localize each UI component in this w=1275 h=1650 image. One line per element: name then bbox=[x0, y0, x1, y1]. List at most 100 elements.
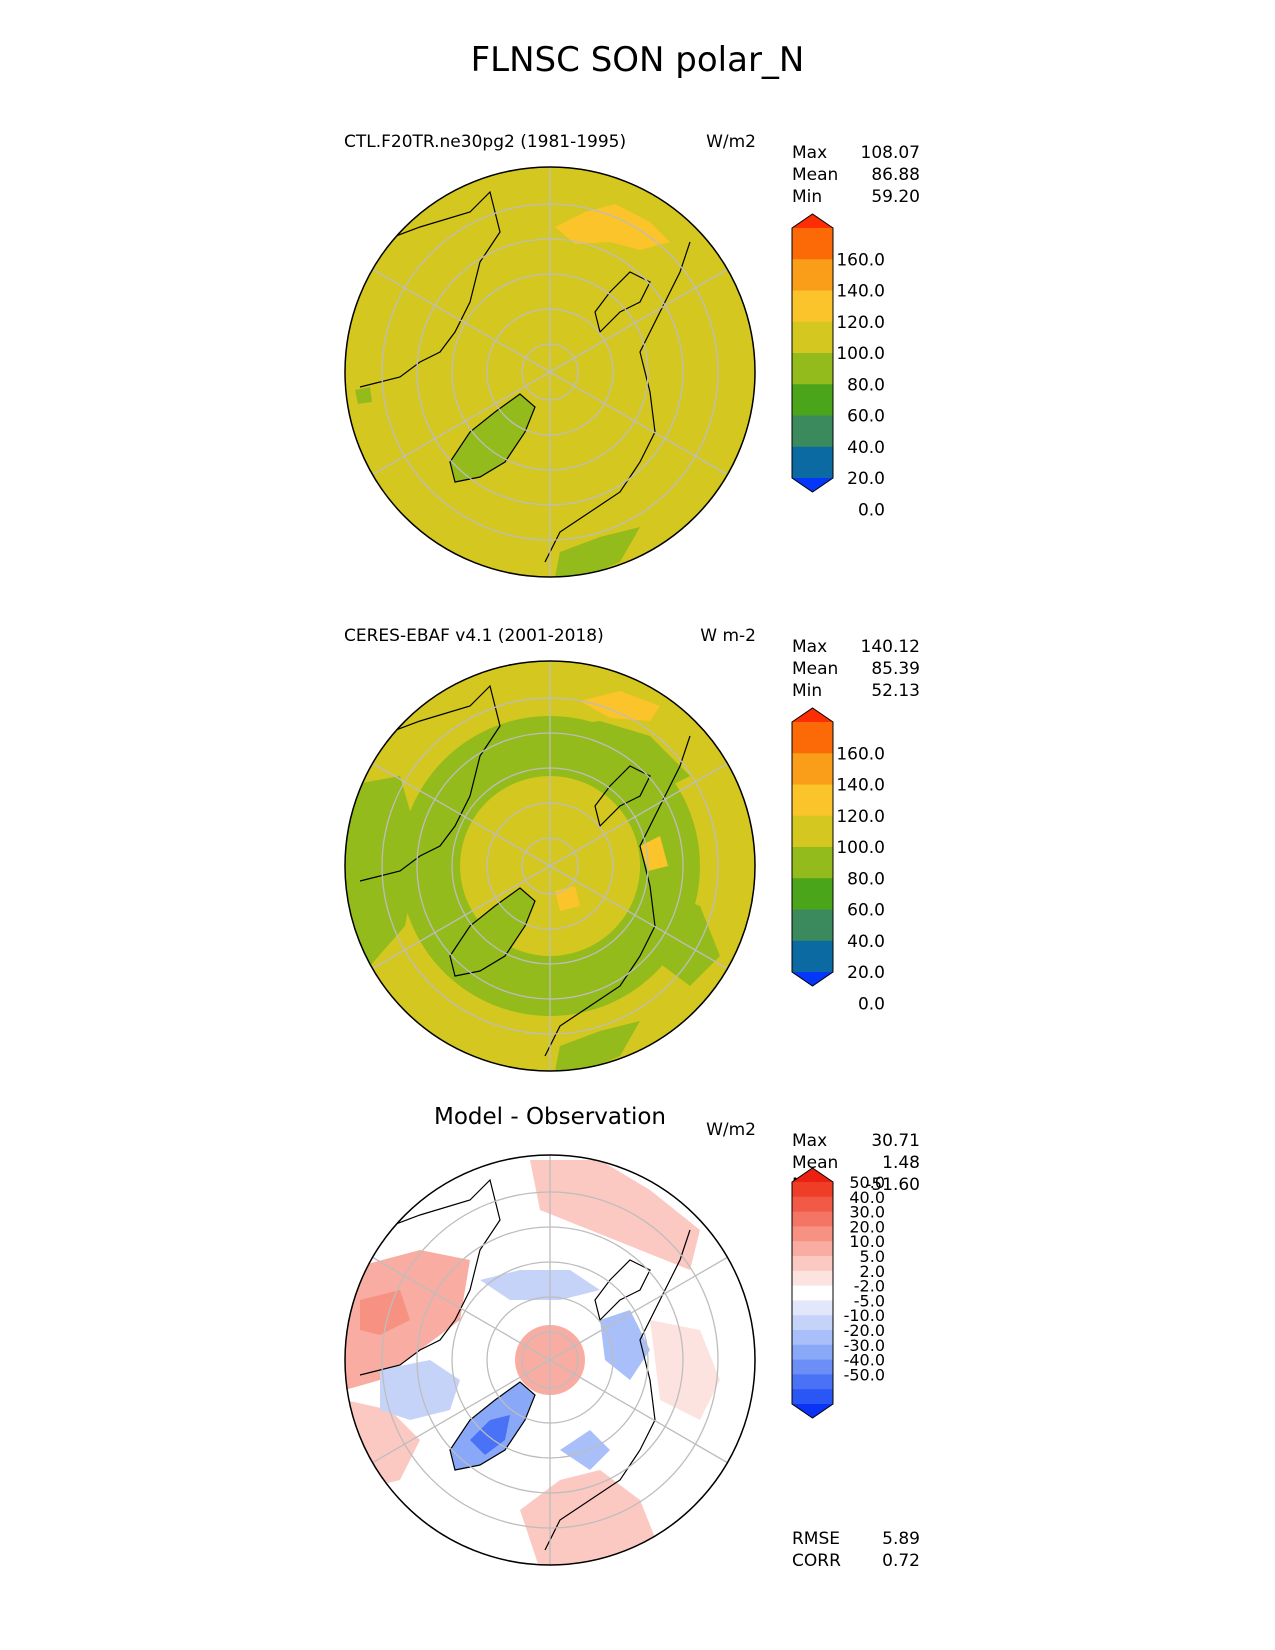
coastline-greenland bbox=[449, 393, 536, 483]
colorbar-tick-label: 10.0 bbox=[849, 1232, 885, 1251]
panel-units: W/m2 bbox=[706, 132, 756, 152]
scandinavia-patch bbox=[555, 1021, 640, 1071]
colorbar-tick-label: 140.0 bbox=[836, 282, 885, 302]
stats-box: Max 108.07 Mean 86.88 Min 59.20 bbox=[792, 142, 920, 208]
metrics-box: RMSE 5.89 CORR 0.72 bbox=[792, 1528, 920, 1572]
green-east-band bbox=[650, 886, 720, 986]
stat-min: 52.13 bbox=[871, 681, 920, 701]
metric-label-corr: CORR bbox=[792, 1551, 841, 1571]
stat-mean: 1.48 bbox=[882, 1153, 920, 1173]
colorbar-tick-label: -50.0 bbox=[844, 1365, 885, 1384]
stat-label-max: Max bbox=[792, 637, 828, 657]
meridian-120 bbox=[549, 1359, 729, 1464]
panel-svg: 160.0 140.0 120.0 100.0 80.0 60.0 40.0 20.0 0.0 bbox=[344, 166, 885, 578]
stat-label-min: Min bbox=[792, 681, 823, 701]
positive-strong-west bbox=[360, 1290, 410, 1335]
colorbar-tick-label: 5.0 bbox=[860, 1247, 885, 1266]
stat-max: 108.07 bbox=[860, 143, 920, 163]
colorbar-tick-label: 140.0 bbox=[836, 776, 885, 796]
negative-south bbox=[560, 1430, 610, 1470]
colorbar-tick-label: 20.0 bbox=[849, 1217, 885, 1236]
colorbar-segment bbox=[792, 847, 833, 879]
stat-min: 59.20 bbox=[871, 187, 920, 207]
colorbar-extend-min bbox=[792, 972, 833, 986]
colorbar-tick-label: 60.0 bbox=[847, 901, 885, 921]
stat-label-mean: Mean bbox=[792, 1153, 839, 1173]
colorbar-segment bbox=[792, 1374, 833, 1390]
colorbar-extend-min bbox=[792, 478, 833, 492]
greenland-region bbox=[450, 394, 535, 482]
colorbar-extend-max bbox=[792, 708, 833, 722]
figure-title: FLNSC SON polar_N bbox=[470, 40, 805, 80]
colorbar-tick-label: 160.0 bbox=[836, 744, 885, 764]
panel-difference: Model - Observation W/m2 Max 30.71 Mean 1.… bbox=[0, 1104, 1275, 1590]
colorbar-tick-label: 80.0 bbox=[847, 869, 885, 889]
meridian-300 bbox=[371, 1256, 551, 1361]
metric-corr: 0.72 bbox=[882, 1551, 920, 1571]
colorbar-extend-min bbox=[792, 1404, 833, 1418]
panel-units: W m-2 bbox=[700, 626, 756, 646]
panel-observation: CERES-EBAF v4.1 (2001-2018) W m-2 Max 140… bbox=[0, 626, 1275, 1096]
greenland-region bbox=[450, 888, 535, 976]
colorbar-tick-label: 120.0 bbox=[836, 313, 885, 333]
colorbar-segment bbox=[792, 815, 833, 848]
colorbar-segment bbox=[792, 259, 833, 291]
coastline-eurasia bbox=[544, 241, 691, 563]
colorbar-segment bbox=[792, 1389, 833, 1405]
colorbar-segment bbox=[792, 321, 833, 354]
negative-greenland-core bbox=[470, 1415, 510, 1455]
colorbar-tick-label: 60.0 bbox=[847, 407, 885, 427]
colorbar-segment bbox=[792, 1300, 833, 1316]
colorbar-segment bbox=[792, 1270, 833, 1287]
colorbar-tick-label: -30.0 bbox=[844, 1336, 885, 1355]
colorbar-segment bbox=[792, 1241, 833, 1257]
colorbar-tick-label: 0.0 bbox=[858, 994, 885, 1014]
stat-label-min: Min bbox=[792, 187, 823, 207]
colorbar-segment bbox=[792, 1256, 833, 1272]
positive-east bbox=[650, 1320, 720, 1420]
meridian-60 bbox=[549, 1256, 729, 1361]
stat-label-max: Max bbox=[792, 1131, 828, 1151]
stats-box: Max 140.12 Mean 85.39 Min 52.13 bbox=[792, 636, 920, 702]
meridian-300 bbox=[371, 762, 551, 867]
coastline-eurasia bbox=[544, 735, 691, 1057]
positive-north bbox=[530, 1160, 700, 1270]
meridian-240 bbox=[371, 371, 551, 476]
colorbar-segment bbox=[792, 1344, 833, 1361]
colorbar: 160.0 140.0 120.0 100.0 80.0 60.0 40.0 20.0 0.0 bbox=[791, 707, 885, 1014]
meridian-60 bbox=[549, 762, 729, 867]
meridian-240 bbox=[371, 865, 551, 970]
coastline-greenland bbox=[449, 887, 536, 977]
coastline-north-america bbox=[359, 1178, 501, 1376]
stat-mean: 85.39 bbox=[871, 659, 920, 679]
colorbar-segment bbox=[792, 784, 833, 817]
map-boundary bbox=[344, 1154, 756, 1566]
stat-label-max: Max bbox=[792, 143, 828, 163]
meridian-120 bbox=[549, 371, 729, 476]
colorbar: 50.040.030.020.010.05.02.0-2.0-5.0-10.0-… bbox=[791, 1167, 885, 1419]
scandinavia-patch bbox=[555, 527, 640, 577]
colorbar-segment bbox=[792, 878, 833, 910]
colorbar-tick-label: 40.0 bbox=[847, 932, 885, 952]
stat-max: 140.12 bbox=[860, 637, 920, 657]
coastline-siberia-north bbox=[594, 271, 651, 334]
panel-title: Model - Observation bbox=[433, 1104, 667, 1130]
colorbar-outline bbox=[791, 213, 834, 493]
panel-title: CERES-EBAF v4.1 (2001-2018) bbox=[344, 626, 604, 646]
colorbar-tick-label: -5.0 bbox=[854, 1291, 885, 1310]
meridian-240 bbox=[371, 1359, 551, 1464]
stat-max: 30.71 bbox=[871, 1131, 920, 1151]
colorbar-segment bbox=[792, 1315, 833, 1331]
colorbar-segment bbox=[792, 909, 833, 942]
colorbar-tick-label: 100.0 bbox=[836, 344, 885, 364]
colorbar-segment bbox=[792, 353, 833, 385]
colorbar-extend-max bbox=[792, 1168, 833, 1182]
colorbar-segment bbox=[792, 228, 833, 260]
colorbar-segment bbox=[792, 290, 833, 323]
stat-label-mean: Mean bbox=[792, 659, 839, 679]
colorbar-segment bbox=[792, 384, 833, 416]
stat-label-mean: Mean bbox=[792, 165, 839, 185]
meridian-300 bbox=[371, 268, 551, 373]
colorbar-segment bbox=[792, 1196, 833, 1213]
warm-patch-east bbox=[640, 836, 668, 871]
